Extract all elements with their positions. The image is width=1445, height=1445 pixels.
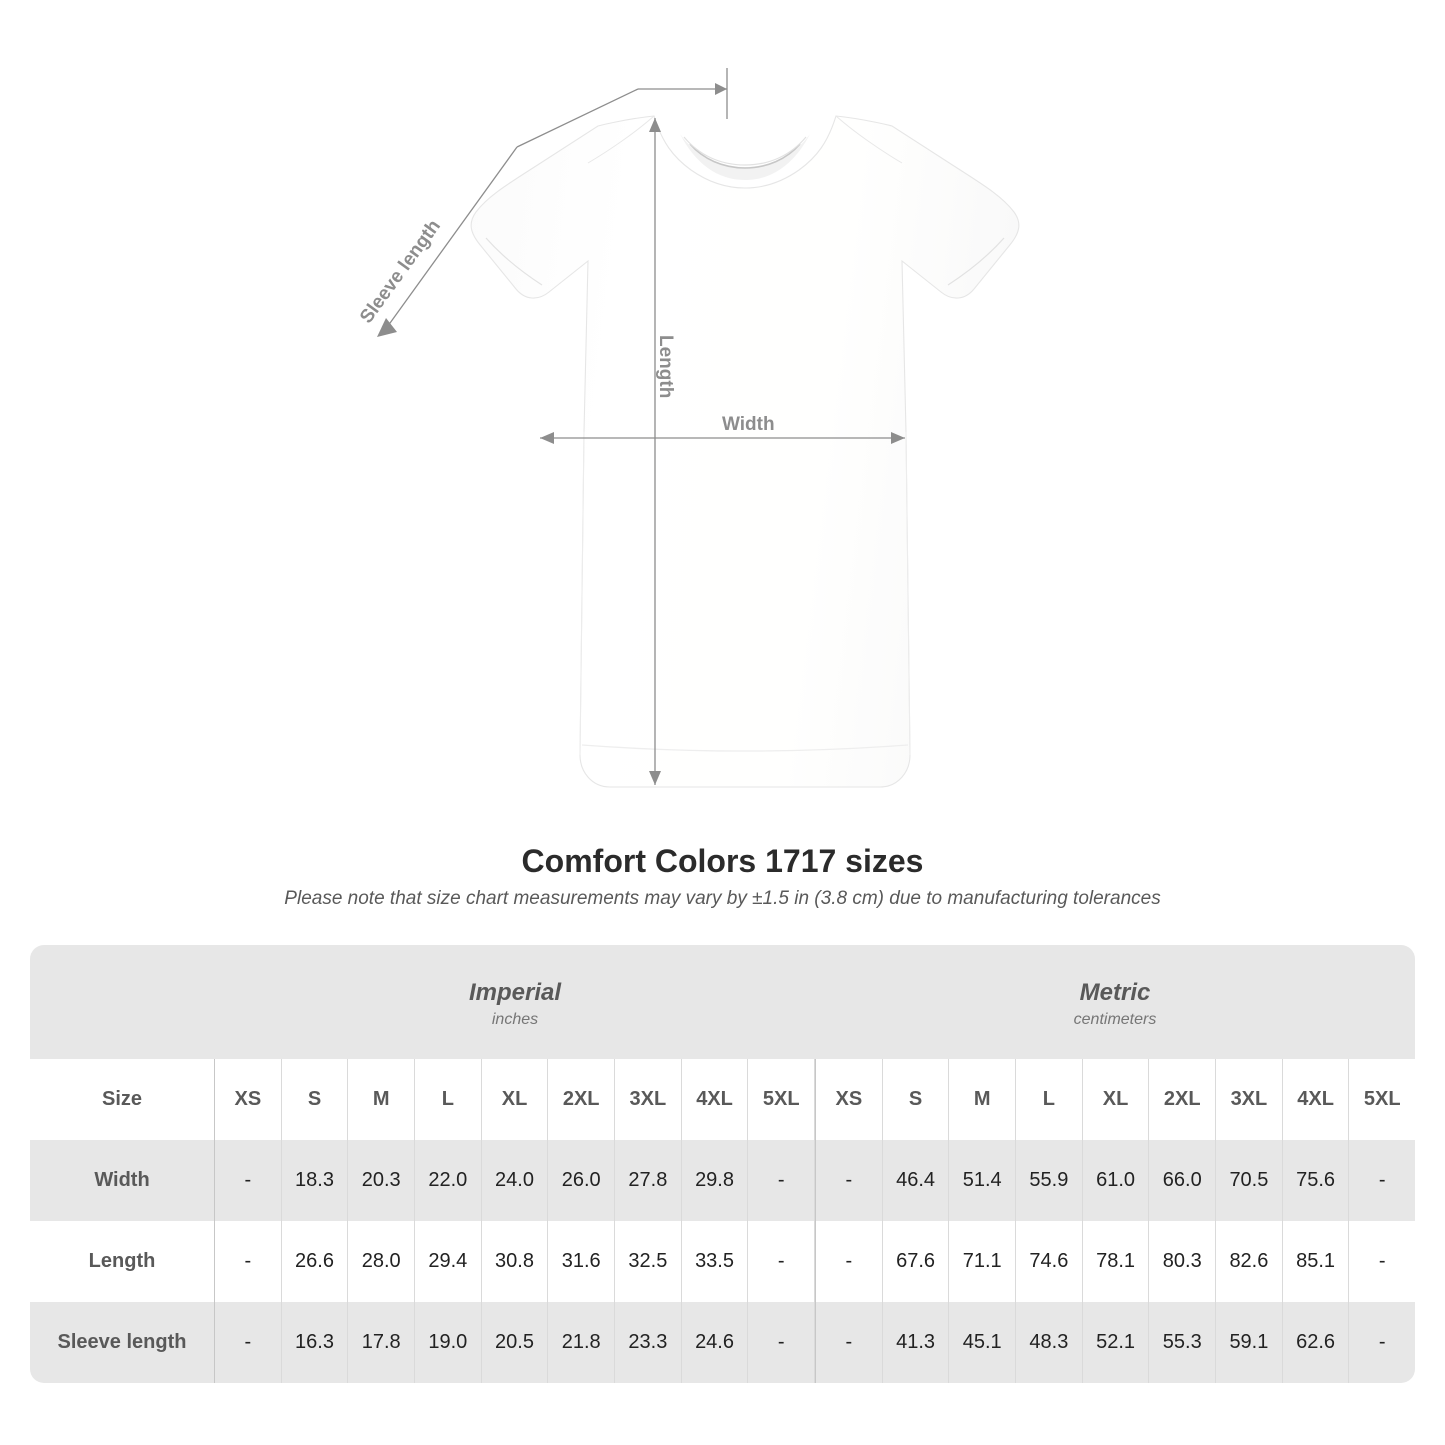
svg-text:Width: Width (722, 414, 775, 435)
svg-text:Length: Length (655, 335, 676, 398)
svg-text:Sleeve length: Sleeve length (356, 216, 445, 327)
